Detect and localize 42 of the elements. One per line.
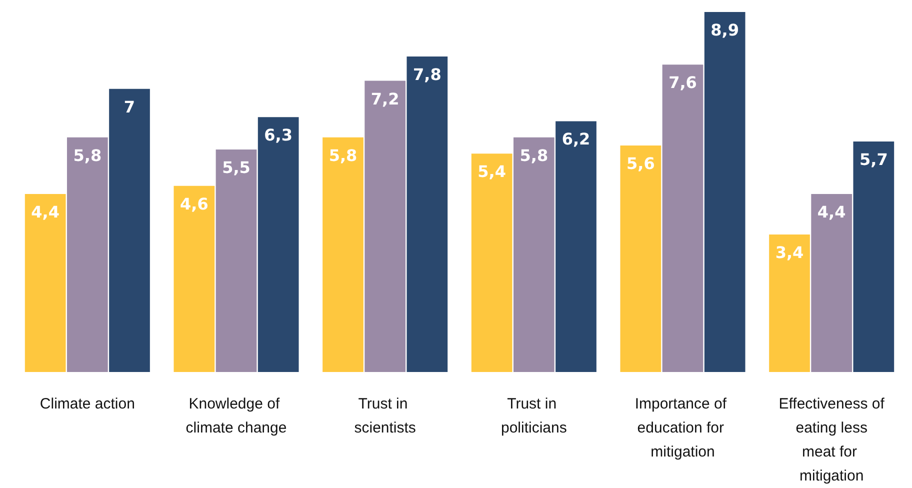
data-label: 5,4 bbox=[478, 162, 506, 182]
bar bbox=[704, 12, 746, 372]
data-label: 4,4 bbox=[817, 202, 846, 222]
data-label: 5,8 bbox=[328, 146, 358, 165]
bar bbox=[853, 141, 894, 372]
x-tick-label: Knowledge of climate change bbox=[186, 396, 287, 436]
bar bbox=[556, 121, 596, 372]
bar bbox=[811, 194, 852, 372]
data-label: 7,8 bbox=[412, 64, 442, 84]
data-label: 6,3 bbox=[264, 126, 293, 145]
x-tick-label: Effectiveness of eating less meat for mitigation bbox=[778, 396, 886, 484]
data-label: 7,2 bbox=[370, 89, 400, 108]
data-label: 5,8 bbox=[520, 146, 548, 165]
bar bbox=[471, 154, 512, 372]
bar bbox=[216, 150, 257, 372]
x-tick-label: Climate action bbox=[40, 396, 135, 412]
data-label: 7 bbox=[124, 97, 136, 116]
data-label: 4,4 bbox=[31, 202, 60, 222]
bar bbox=[174, 186, 215, 372]
data-label: 8,9 bbox=[710, 20, 740, 40]
bar bbox=[364, 80, 406, 372]
data-label: 4,6 bbox=[180, 194, 208, 214]
bar bbox=[258, 117, 299, 372]
data-label: 3,4 bbox=[775, 242, 804, 262]
bar bbox=[769, 234, 810, 372]
x-tick-label: Trust in scientists bbox=[354, 396, 416, 436]
x-tick-label: Importance of education for mitigation bbox=[634, 396, 731, 460]
bar bbox=[109, 88, 150, 372]
bar bbox=[322, 137, 364, 372]
data-label: 5,7 bbox=[859, 150, 888, 169]
data-label: 6,2 bbox=[562, 130, 590, 149]
bar bbox=[620, 145, 662, 372]
bar bbox=[24, 194, 66, 372]
bar bbox=[513, 137, 554, 372]
data-label: 5,5 bbox=[222, 158, 250, 178]
data-label: 7,6 bbox=[668, 73, 697, 92]
bar bbox=[66, 137, 108, 372]
bar bbox=[662, 64, 704, 372]
bar bbox=[406, 56, 448, 372]
data-label: 5,6 bbox=[626, 154, 655, 173]
data-label: 5,8 bbox=[73, 146, 102, 165]
x-tick-label: Trust in politicians bbox=[500, 396, 567, 436]
